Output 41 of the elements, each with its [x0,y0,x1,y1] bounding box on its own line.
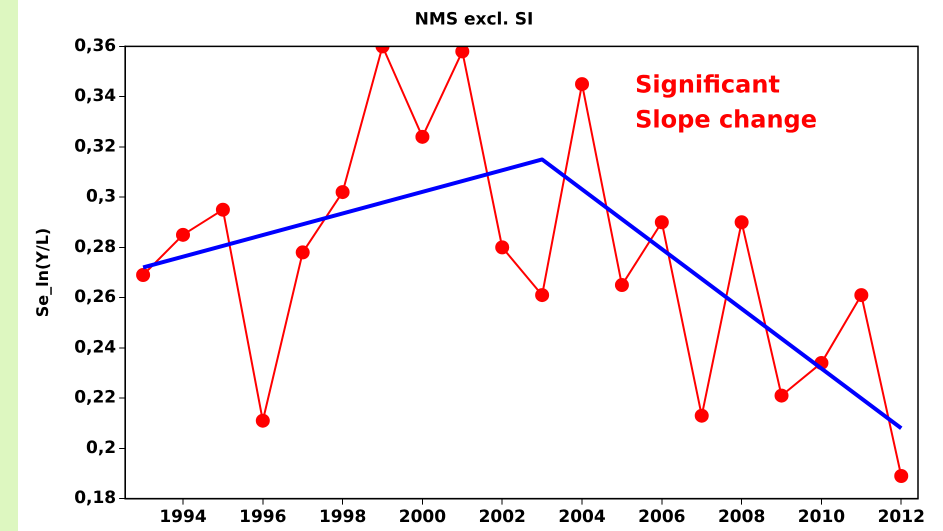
point [774,388,789,403]
point [216,202,230,217]
point [336,185,350,200]
y-tick-label: 0,32 [74,136,116,156]
x-tick-label: 2006 [638,507,686,528]
y-tick-label: 0,24 [74,337,116,358]
y-tick-label: 0,2 [86,438,116,458]
y-axis-title: Se_ln(Y/L) [32,228,52,318]
y-tick-label: 0,36 [74,36,116,56]
point [734,215,749,230]
point [455,46,470,58]
y-tick-label: 0,28 [74,236,116,257]
x-tick-label: 2010 [798,507,846,528]
point [575,77,590,92]
y-tick-label: 0,18 [74,488,116,508]
point [654,215,669,230]
x-tick-label: 2012 [878,507,925,528]
x-tick-label: 1998 [318,507,366,528]
point [495,240,510,254]
point [136,268,150,282]
point [614,278,629,292]
x-tick-label: 2008 [718,507,766,528]
y-tick-label: 0,26 [74,287,116,308]
annotation: Significant Slope change [635,70,818,134]
x-tick-label: 2002 [478,507,526,528]
point [694,408,709,423]
point [535,288,550,302]
x-tick-label: 2004 [558,507,606,528]
point [415,130,430,144]
point [176,228,190,242]
point [296,245,310,260]
point [256,414,270,428]
y-tick-label: 0,22 [74,388,116,408]
point [894,468,908,483]
x-tick-label: 1996 [239,507,286,528]
y-tick-label: 0,34 [74,86,116,106]
chart-title: NMS excl. SI [414,10,534,30]
point [854,288,868,302]
x-tick-label: 2000 [398,507,446,528]
x-tick-label: 1994 [159,507,207,528]
y-tick-label: 0,3 [86,186,116,207]
